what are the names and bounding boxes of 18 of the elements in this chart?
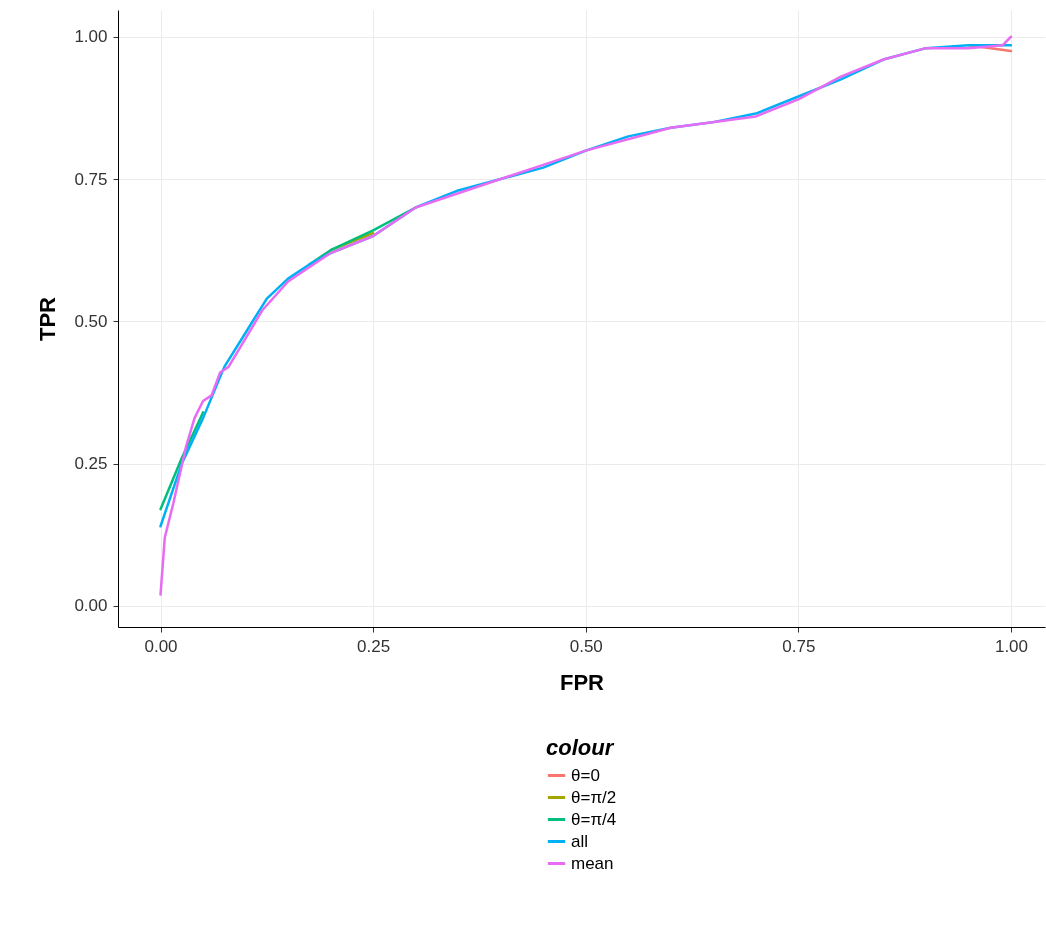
x-tick-label: 1.00 (994, 636, 1029, 656)
legend-label: all (571, 831, 589, 851)
legend-label: θ=π/2 (571, 787, 617, 807)
x-tick-label: 0.75 (782, 636, 816, 656)
y-tick-label: 0.50 (74, 311, 108, 331)
legend-label: θ=0 (571, 765, 600, 785)
x-tick-label: 0.25 (357, 636, 391, 656)
legend-label: mean (571, 853, 614, 873)
y-axis-title: TPR (35, 296, 61, 341)
y-tick-label: 0.25 (74, 454, 108, 474)
x-tick-label: 0.00 (144, 636, 178, 656)
legend-label: θ=π/4 (571, 809, 617, 829)
x-tick-label: 0.50 (569, 636, 603, 656)
y-tick-label: 0.75 (74, 169, 108, 189)
legend-title: colour (546, 735, 615, 760)
y-tick-label: 1.00 (74, 27, 108, 47)
x-axis-title: FPR (560, 669, 605, 695)
y-tick-label: 0.00 (74, 596, 108, 616)
